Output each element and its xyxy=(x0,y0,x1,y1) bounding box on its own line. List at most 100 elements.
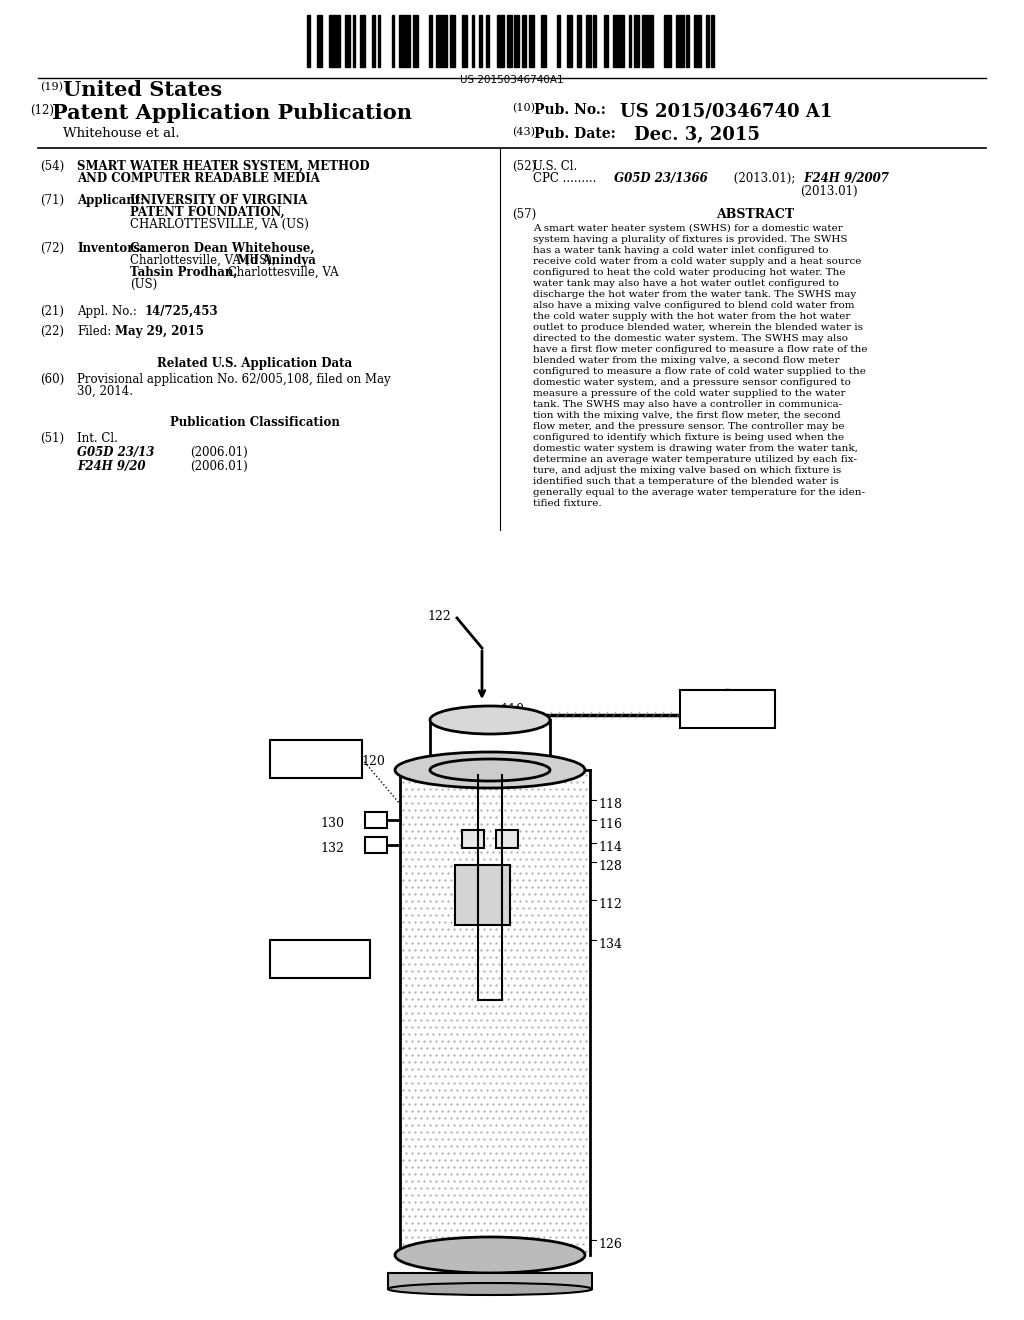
Text: configured to heat the cold water producing hot water. The: configured to heat the cold water produc… xyxy=(534,268,846,277)
Text: 114: 114 xyxy=(598,841,622,854)
Text: (22): (22) xyxy=(40,325,63,338)
Text: F24H 9/2007: F24H 9/2007 xyxy=(800,172,889,185)
Text: CPC .........: CPC ......... xyxy=(534,172,596,185)
Text: Publication Classification: Publication Classification xyxy=(170,416,340,429)
Ellipse shape xyxy=(388,1283,592,1295)
Text: G05D 23/13: G05D 23/13 xyxy=(77,446,155,459)
Text: G05D 23/1366: G05D 23/1366 xyxy=(610,172,708,185)
Text: Whitehouse et al.: Whitehouse et al. xyxy=(63,127,179,140)
Text: 122: 122 xyxy=(427,610,451,623)
Text: Charlottesville, VA: Charlottesville, VA xyxy=(224,267,339,279)
Text: US 2015/0346740 A1: US 2015/0346740 A1 xyxy=(620,102,833,120)
Text: Pub. Date:: Pub. Date: xyxy=(534,127,615,141)
Text: Dec. 3, 2015: Dec. 3, 2015 xyxy=(634,125,760,144)
Bar xyxy=(462,15,467,67)
Text: 128: 128 xyxy=(598,861,622,873)
Text: (19): (19) xyxy=(40,82,63,92)
Bar xyxy=(455,865,510,925)
Text: tank. The SWHS may also have a controller in communica-: tank. The SWHS may also have a controlle… xyxy=(534,400,842,409)
Text: generally equal to the average water temperature for the iden-: generally equal to the average water tem… xyxy=(534,488,865,498)
Bar xyxy=(330,15,340,67)
Text: has a water tank having a cold water inlet configured to: has a water tank having a cold water inl… xyxy=(534,246,828,255)
Bar xyxy=(676,15,684,67)
Text: (10): (10) xyxy=(512,103,535,114)
Text: 30, 2014.: 30, 2014. xyxy=(77,385,133,399)
Bar xyxy=(270,741,362,777)
Bar xyxy=(522,15,526,67)
Text: domestic water system, and a pressure sensor configured to: domestic water system, and a pressure se… xyxy=(534,378,851,387)
Bar xyxy=(436,15,447,67)
Bar xyxy=(399,15,411,67)
Ellipse shape xyxy=(430,706,550,734)
Text: 111: 111 xyxy=(715,705,739,718)
Bar xyxy=(712,15,714,67)
Text: outlet to produce blended water, wherein the blended water is: outlet to produce blended water, wherein… xyxy=(534,323,863,333)
Bar xyxy=(642,15,653,67)
Text: (43): (43) xyxy=(512,127,535,137)
Bar xyxy=(497,15,504,67)
Bar xyxy=(429,15,431,67)
Text: (21): (21) xyxy=(40,305,63,318)
Bar xyxy=(613,15,624,67)
Text: have a first flow meter configured to measure a flow rate of the: have a first flow meter configured to me… xyxy=(534,345,867,354)
Text: Md Anindya: Md Anindya xyxy=(237,253,315,267)
Text: Provisional application No. 62/005,108, filed on May: Provisional application No. 62/005,108, … xyxy=(77,374,390,385)
Bar xyxy=(567,15,572,67)
Bar xyxy=(472,15,474,67)
Text: 118: 118 xyxy=(598,799,622,810)
Text: blended water from the mixing valve, a second flow meter: blended water from the mixing valve, a s… xyxy=(534,356,840,366)
Text: Appl. No.:: Appl. No.: xyxy=(77,305,137,318)
Ellipse shape xyxy=(430,759,550,781)
Text: UNIVERSITY OF VIRGINIA: UNIVERSITY OF VIRGINIA xyxy=(130,194,307,207)
Text: PATENT FOUNDATION,: PATENT FOUNDATION, xyxy=(130,206,285,219)
Bar xyxy=(603,15,608,67)
Bar xyxy=(593,15,596,67)
Bar xyxy=(317,15,322,67)
Bar xyxy=(629,15,632,67)
Text: tion with the mixing valve, the first flow meter, the second: tion with the mixing valve, the first fl… xyxy=(534,411,841,420)
Text: U.S. Cl.: U.S. Cl. xyxy=(534,160,578,173)
Text: United States: United States xyxy=(63,81,222,100)
Text: CHARLOTTESVILLE, VA (US): CHARLOTTESVILLE, VA (US) xyxy=(130,218,309,231)
Text: water tank may also have a hot water outlet configured to: water tank may also have a hot water out… xyxy=(534,279,839,288)
Bar xyxy=(486,15,489,67)
Text: (57): (57) xyxy=(512,209,537,220)
Text: (12): (12) xyxy=(30,104,54,117)
Text: 134: 134 xyxy=(598,939,622,950)
Bar xyxy=(479,15,481,67)
Text: SMART WATER HEATER SYSTEM, METHOD: SMART WATER HEATER SYSTEM, METHOD xyxy=(77,160,370,173)
Bar xyxy=(378,15,381,67)
Text: (US): (US) xyxy=(130,279,158,290)
Text: Filed:: Filed: xyxy=(77,325,112,338)
Text: F24H 9/20: F24H 9/20 xyxy=(77,459,145,473)
Bar xyxy=(270,940,370,978)
Bar xyxy=(307,15,310,67)
Bar xyxy=(462,830,484,847)
Text: 116: 116 xyxy=(598,818,622,832)
Text: Tahsin Prodhan,: Tahsin Prodhan, xyxy=(130,267,238,279)
Text: (2006.01): (2006.01) xyxy=(190,446,248,459)
Text: 400: 400 xyxy=(308,954,332,968)
Text: 110: 110 xyxy=(500,704,524,715)
Text: 130: 130 xyxy=(319,817,344,830)
Text: configured to identify which fixture is being used when the: configured to identify which fixture is … xyxy=(534,433,844,442)
Bar xyxy=(529,15,534,67)
Text: (71): (71) xyxy=(40,194,65,207)
Bar xyxy=(706,15,709,67)
Bar xyxy=(352,15,355,67)
Text: directed to the domestic water system. The SWHS may also: directed to the domestic water system. T… xyxy=(534,334,848,343)
Text: ture, and adjust the mixing valve based on which fixture is: ture, and adjust the mixing valve based … xyxy=(534,466,842,475)
Text: (54): (54) xyxy=(40,160,65,173)
Bar xyxy=(365,812,387,828)
Text: (60): (60) xyxy=(40,374,65,385)
Bar xyxy=(586,15,591,67)
Text: tified fixture.: tified fixture. xyxy=(534,499,602,508)
Text: flow meter, and the pressure sensor. The controller may be: flow meter, and the pressure sensor. The… xyxy=(534,422,845,432)
Bar xyxy=(451,15,455,67)
Bar xyxy=(634,15,639,67)
Text: system having a plurality of fixtures is provided. The SWHS: system having a plurality of fixtures is… xyxy=(534,235,848,244)
Text: (2013.01): (2013.01) xyxy=(800,185,858,198)
Bar xyxy=(577,15,582,67)
Text: Int. Cl.: Int. Cl. xyxy=(77,432,118,445)
Text: 14/725,453: 14/725,453 xyxy=(145,305,219,318)
